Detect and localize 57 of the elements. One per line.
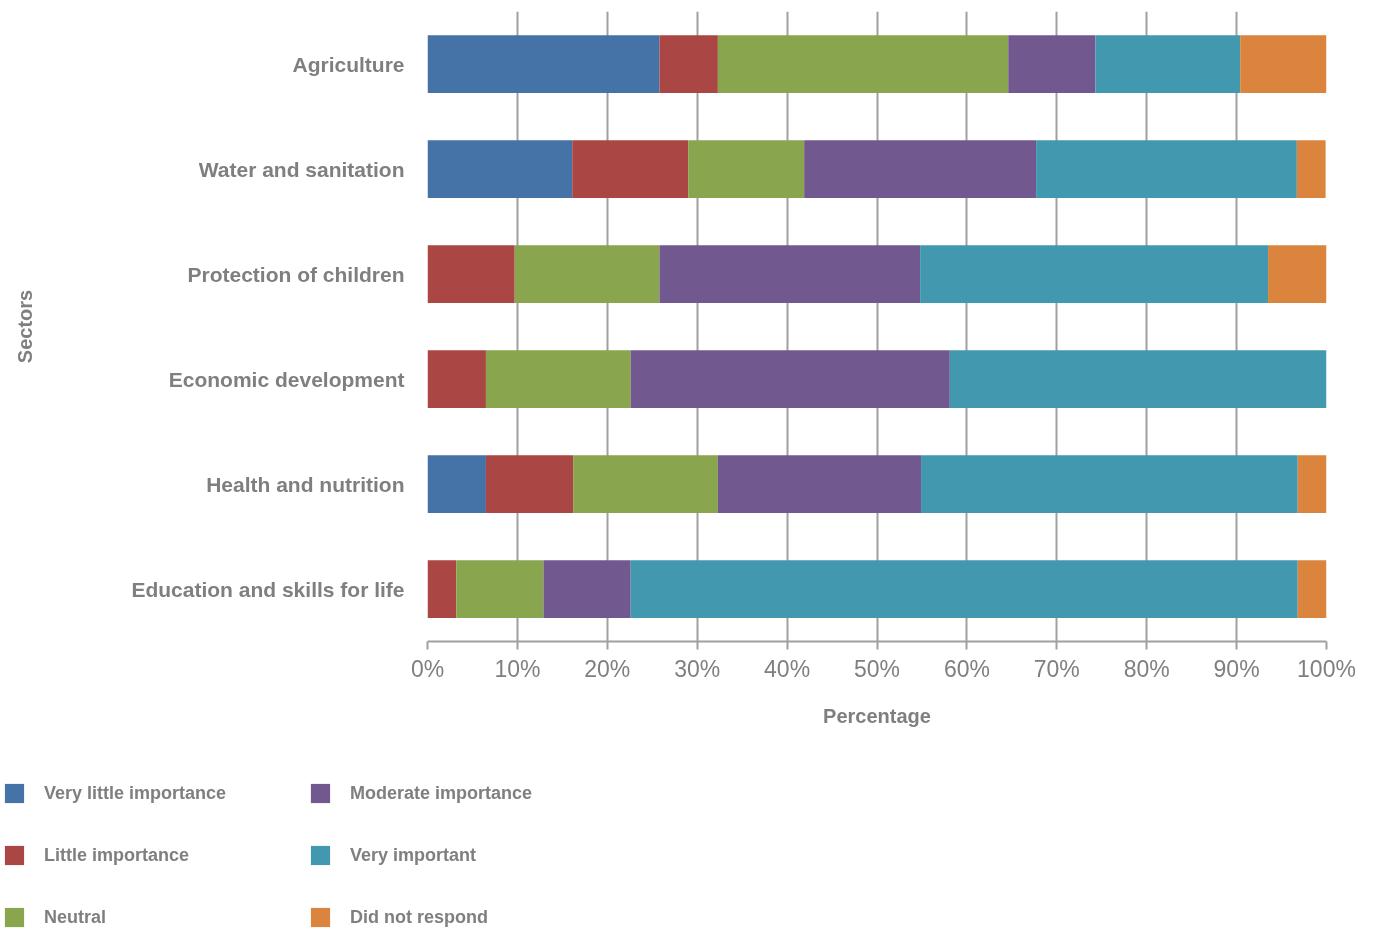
- x-tick-label: 0%: [410, 655, 445, 682]
- bar: [1036, 140, 1297, 198]
- bar: [804, 140, 1037, 198]
- bar: [921, 455, 1298, 513]
- x-tick-label: 10%: [494, 655, 541, 682]
- x-tick-label: 60%: [943, 655, 990, 682]
- legend-label: Little importance: [44, 844, 191, 866]
- bar: [659, 35, 718, 93]
- bar: [427, 35, 660, 93]
- x-tick-label: 80%: [1123, 655, 1170, 682]
- legend-label: Very little importance: [44, 782, 228, 804]
- bar: [920, 245, 1269, 303]
- x-tick-label: 20%: [584, 655, 631, 682]
- y-tick-label: Education and skills for life: [131, 577, 405, 601]
- bar: [1240, 35, 1327, 93]
- bar: [717, 455, 922, 513]
- bar: [427, 140, 573, 198]
- bar: [1095, 35, 1241, 93]
- bar: [1297, 560, 1327, 618]
- bar: [573, 455, 718, 513]
- x-tick-label: 40%: [764, 655, 811, 682]
- bar: [630, 560, 1298, 618]
- bar: [427, 350, 486, 408]
- bar: [717, 35, 1009, 93]
- legend-label: Moderate importance: [350, 782, 534, 804]
- y-tick-label: Economic development: [168, 367, 405, 391]
- bar: [427, 245, 515, 303]
- legend-label: Did not respond: [350, 906, 489, 928]
- bar: [427, 455, 486, 513]
- y-tick-label: Water and sanitation: [198, 157, 405, 181]
- y-tick-label: Agriculture: [292, 52, 405, 76]
- y-tick-label: Protection of children: [187, 262, 405, 286]
- x-tick-label: 90%: [1213, 655, 1260, 682]
- bar: [514, 245, 660, 303]
- bar: [427, 560, 457, 618]
- bar: [485, 350, 631, 408]
- legend-label: Neutral: [44, 906, 107, 928]
- bar: [572, 140, 689, 198]
- x-tick-label: 70%: [1033, 655, 1080, 682]
- x-tick-label: 100%: [1297, 655, 1356, 682]
- x-tick-label: 30%: [674, 655, 721, 682]
- bar: [1296, 140, 1326, 198]
- bar: [949, 350, 1327, 408]
- bar: [456, 560, 544, 618]
- x-axis-title: Percentage: [823, 704, 931, 727]
- legend-label: Very important: [350, 844, 478, 866]
- bar: [543, 560, 631, 618]
- bar: [1268, 245, 1327, 303]
- bar: [1297, 455, 1327, 513]
- bar: [485, 455, 574, 513]
- y-tick-label: Health and nutrition: [206, 472, 405, 496]
- bar: [630, 350, 950, 408]
- bar: [1008, 35, 1096, 93]
- x-tick-label: 50%: [853, 655, 901, 682]
- y-axis-title: Sectors: [14, 289, 37, 364]
- bar: [659, 245, 921, 303]
- bar: [688, 140, 805, 198]
